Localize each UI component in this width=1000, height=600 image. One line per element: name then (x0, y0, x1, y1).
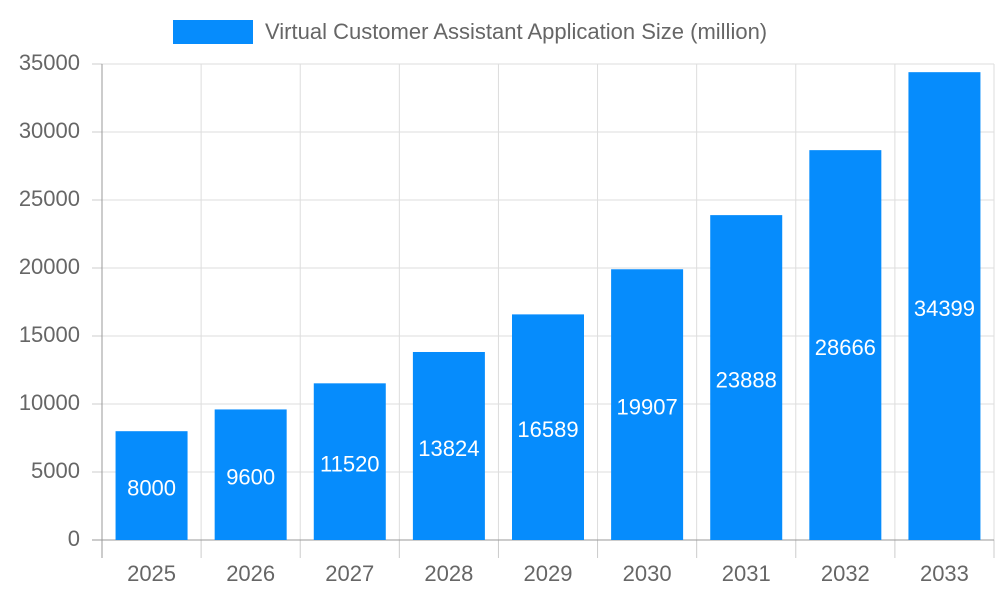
bar (313, 383, 386, 540)
x-tick-label: 2033 (920, 561, 969, 586)
bar (512, 314, 584, 540)
bar (611, 269, 684, 540)
y-tick-label: 30000 (19, 118, 80, 143)
x-tick-label: 2031 (722, 561, 771, 586)
y-tick-label: 20000 (19, 254, 80, 279)
y-tick-label: 5000 (31, 458, 80, 483)
legend-label: Virtual Customer Assistant Application S… (265, 19, 767, 44)
y-tick-label: 35000 (19, 50, 80, 75)
bar (809, 150, 882, 540)
data-label: 11520 (320, 451, 380, 476)
legend-swatch (173, 20, 253, 44)
y-tick-label: 10000 (19, 390, 80, 415)
bar (412, 351, 485, 540)
data-label: 34399 (914, 296, 975, 321)
data-label: 8000 (127, 475, 176, 500)
y-tick-label: 15000 (19, 322, 80, 347)
y-tick-label: 25000 (19, 186, 80, 211)
x-tick-label: 2032 (821, 561, 870, 586)
bar (115, 431, 188, 540)
data-label: 9600 (226, 465, 275, 490)
x-tick-label: 2028 (424, 561, 473, 586)
x-tick-label: 2030 (623, 561, 672, 586)
data-label: 28666 (815, 335, 876, 360)
x-tick-label: 2026 (226, 561, 275, 586)
bar (710, 215, 783, 540)
y-tick-label: 0 (68, 526, 80, 551)
data-label: 19907 (617, 394, 678, 419)
data-label: 16589 (517, 417, 578, 442)
x-tick-label: 2029 (524, 561, 573, 586)
data-label: 13824 (418, 436, 479, 461)
bar (214, 409, 287, 540)
data-label: 23888 (716, 367, 777, 392)
bar (908, 72, 981, 541)
x-tick-label: 2027 (325, 561, 374, 586)
x-tick-label: 2025 (127, 561, 176, 586)
